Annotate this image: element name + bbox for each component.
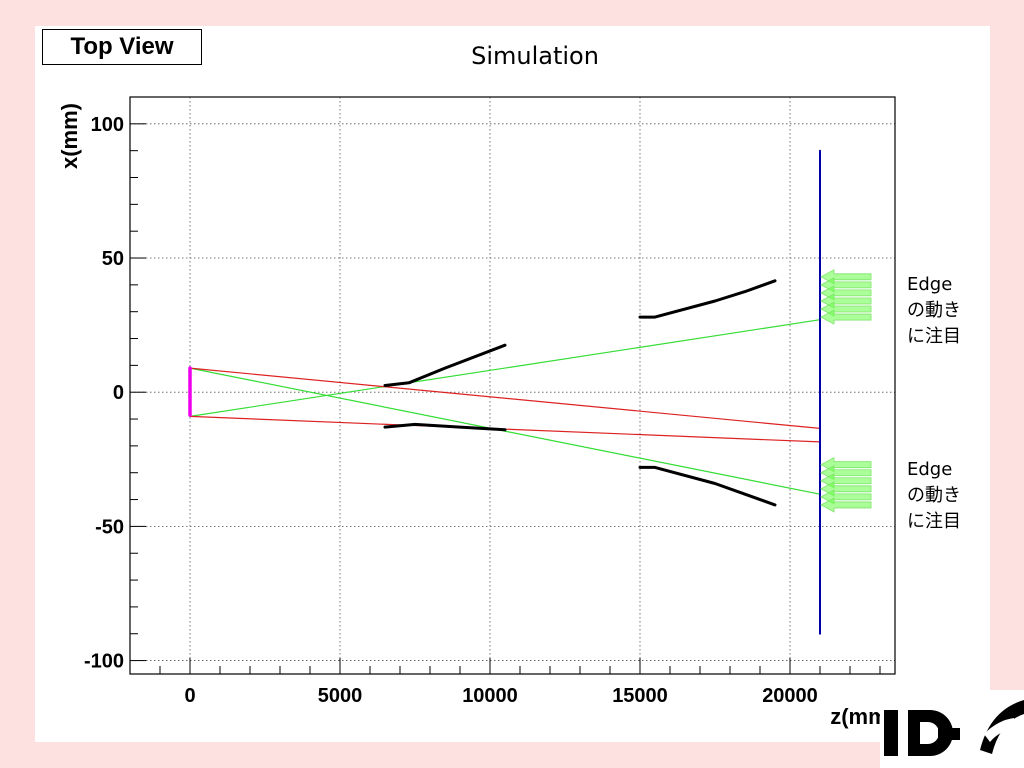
x-tick-label-3: 15000	[612, 685, 668, 707]
edge-arrows	[820, 269, 872, 513]
annotation-lower-line2: の動き	[907, 485, 961, 506]
top-view-label: Top View	[42, 29, 202, 65]
annotation-upper-line3: に注目	[907, 326, 961, 347]
series-edge-lower-far	[638, 465, 777, 507]
x-tick-label-0: 0	[184, 685, 195, 707]
y-tick-label-2: 0	[113, 382, 124, 404]
y-tick-label-0: 100	[91, 114, 124, 136]
tick-labels: 0 5000 10000 15000 20000 100 50 0 -50 -100	[84, 114, 818, 707]
x-tick-label-4: 20000	[762, 685, 818, 707]
annotation-upper: Edge の動き に注目	[907, 272, 1017, 350]
arrow-lower	[820, 457, 872, 513]
arrow-lower-arrow-5	[820, 497, 872, 513]
plot-frame	[129, 96, 896, 675]
x-tick-label-1: 5000	[318, 685, 363, 707]
arrow-upper	[820, 269, 872, 325]
grid	[130, 97, 895, 674]
series	[188, 149, 821, 635]
series-red-ray-upper	[189, 367, 821, 429]
institution-logo	[880, 690, 1024, 768]
annotation-lower-line1: Edge	[907, 459, 953, 480]
y-axis-label: x(mm)	[57, 103, 82, 169]
y-tick-label-1: 50	[102, 248, 124, 270]
series-edge-lower-mid	[383, 422, 507, 432]
annotation-lower: Edge の動き に注目	[907, 457, 1017, 535]
arrow-upper-arrow-5	[820, 309, 872, 325]
plot-canvas: 0 5000 10000 15000 20000 100 50 0 -50 -100 z(mm) …	[35, 26, 990, 742]
axis-ticks	[130, 123, 881, 674]
annotation-upper-line2: の動き	[907, 300, 961, 321]
annotation-lower-line3: に注目	[907, 511, 961, 532]
series-edge-upper-far	[638, 279, 777, 319]
series-edge-upper-mid	[383, 343, 507, 387]
chart-title: Simulation	[471, 42, 599, 70]
x-tick-label-2: 10000	[462, 685, 518, 707]
y-tick-label-3: -50	[95, 516, 124, 538]
y-tick-label-4: -100	[84, 651, 124, 673]
annotation-upper-line1: Edge	[907, 274, 953, 295]
series-green-ray-upper	[189, 319, 821, 417]
